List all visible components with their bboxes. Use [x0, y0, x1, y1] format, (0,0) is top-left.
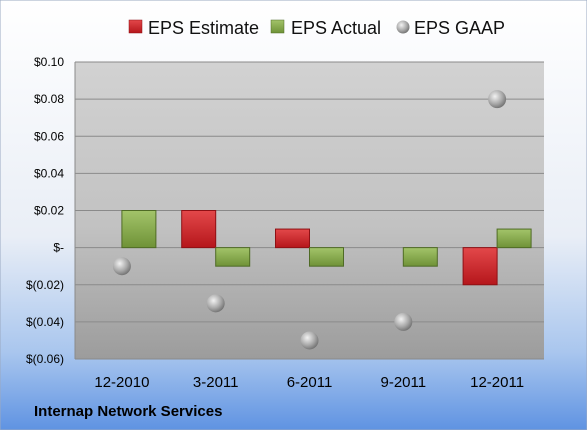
legend-swatch-eps-gaap: [396, 20, 410, 34]
x-tick-label: 12-2011: [470, 374, 524, 391]
x-axis-ticks: 12-2010 3-2011 6-2011 9-2011 12-2011: [94, 374, 524, 391]
y-tick-label: $(0.02): [26, 278, 64, 292]
y-tick-label: $(0.06): [26, 352, 64, 366]
y-tick-label: $0.04: [34, 166, 64, 180]
marker-eps-gaap: [112, 257, 131, 276]
legend-swatch-eps-actual: [270, 19, 285, 34]
bar-eps-estimate: [181, 210, 217, 249]
legend-label-eps-estimate: EPS Estimate: [148, 18, 259, 38]
bar-eps-actual: [309, 247, 344, 267]
bars: [121, 210, 532, 286]
legend: EPS Estimate EPS Actual EPS GAAP: [128, 18, 505, 38]
x-tick-label: 6-2011: [287, 374, 333, 391]
legend-label-eps-actual: EPS Actual: [291, 18, 381, 38]
bar-eps-actual: [402, 247, 438, 267]
marker-eps-gaap: [206, 294, 225, 313]
marker-eps-gaap: [488, 90, 507, 109]
legend-label-eps-gaap: EPS GAAP: [414, 18, 505, 38]
y-tick-label: $(0.04): [26, 315, 64, 329]
y-axis-ticks: $0.10 $0.08 $0.06 $0.04 $0.02 $- $(0.02) $(0.04…: [26, 55, 64, 366]
bar-eps-actual: [215, 247, 251, 267]
legend-swatch-eps-estimate: [128, 19, 143, 34]
company-name: Internap Network Services: [34, 403, 222, 420]
y-tick-label: $0.02: [34, 204, 64, 218]
marker-eps-gaap: [394, 312, 413, 331]
x-tick-label: 9-2011: [381, 374, 427, 391]
gaap-markers: [112, 90, 507, 350]
y-tick-label: $0.08: [34, 92, 64, 106]
marker-eps-gaap: [300, 331, 319, 350]
x-tick-label: 3-2011: [193, 374, 239, 391]
x-tick-label: 12-2010: [94, 374, 149, 391]
bar-eps-actual: [496, 228, 532, 249]
bar-eps-estimate: [462, 247, 498, 286]
y-tick-label: $0.06: [34, 129, 64, 143]
y-tick-label: $-: [53, 241, 64, 255]
bar-eps-actual: [121, 210, 157, 249]
bar-eps-estimate: [275, 228, 310, 249]
y-tick-label: $0.10: [34, 55, 64, 69]
